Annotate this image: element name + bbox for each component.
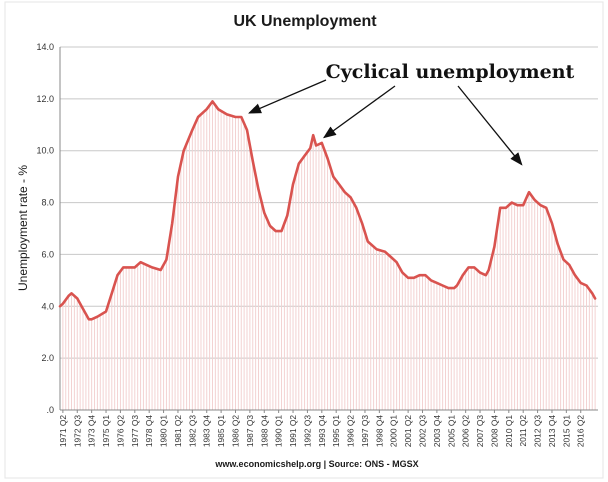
x-tick-label: 1978 Q4 — [144, 415, 154, 447]
x-tick-label: 1990 Q1 — [274, 415, 284, 447]
x-tick-label: 2003 Q4 — [432, 415, 442, 447]
x-tick-label: 1987 Q3 — [245, 415, 255, 447]
x-tick-label: 2011 Q2 — [518, 415, 528, 447]
annotation-arrow — [248, 79, 327, 114]
x-tick-label: 1998 Q4 — [374, 415, 384, 447]
x-tick-label: 1986 Q2 — [230, 415, 240, 447]
x-tick-label: 2007 Q3 — [475, 415, 485, 447]
x-tick-label: 2001 Q2 — [403, 415, 413, 447]
y-axis-label: Unemployment rate - % — [16, 165, 30, 291]
x-tick-label: 1992 Q3 — [302, 415, 312, 447]
x-tick-label: 2006 Q2 — [461, 415, 471, 447]
x-tick-label: 1991 Q2 — [288, 415, 298, 447]
series-layer — [58, 100, 597, 321]
chart-frame — [4, 1, 604, 479]
y-tick-label: 4.0 — [41, 301, 54, 311]
x-tick-label: 2002 Q3 — [418, 415, 428, 447]
x-tick-label: 2016 Q2 — [576, 415, 586, 447]
x-tick-label: 1983 Q4 — [202, 415, 212, 447]
x-tick-label: 2012 Q3 — [533, 415, 543, 447]
annotation-layer: Cyclical unemployment — [248, 61, 575, 166]
x-tick-label: 1996 Q2 — [346, 415, 356, 447]
source-note: www.economicshelp.org | Source: ONS - MG… — [214, 459, 418, 469]
x-tick-label: 1977 Q3 — [130, 415, 140, 447]
x-tick-label: 1993 Q4 — [317, 415, 327, 447]
area-hatch-fill — [60, 101, 596, 410]
x-tick-label: 1976 Q2 — [115, 415, 125, 447]
x-tick-label: 1985 Q1 — [216, 415, 226, 447]
x-tick-label: 2005 Q1 — [446, 415, 456, 447]
y-tick-label: 6.0 — [41, 249, 54, 259]
x-tick-label: 1997 Q3 — [360, 415, 370, 447]
x-tick-label: 2000 Q1 — [389, 415, 399, 447]
x-tick-label: 1982 Q3 — [187, 415, 197, 447]
x-tick-label: 1980 Q1 — [159, 415, 169, 447]
x-tick-label: 1995 Q1 — [331, 415, 341, 447]
x-tick-label: 1973 Q4 — [87, 415, 97, 447]
x-tick-label: 1972 Q3 — [72, 415, 82, 447]
annotation-arrow — [457, 85, 523, 166]
annotation-arrow — [323, 85, 396, 139]
annotation-text: Cyclical unemployment — [326, 61, 575, 83]
y-tick-label: .0 — [46, 405, 54, 415]
y-tick-label: 14.0 — [36, 42, 54, 52]
y-tick-label: 8.0 — [41, 198, 54, 208]
x-tick-label: 2010 Q1 — [504, 415, 514, 447]
unemployment-series-line — [58, 100, 597, 321]
x-tick-label: 2013 Q4 — [547, 415, 557, 447]
x-tick-label: 2015 Q1 — [561, 415, 571, 447]
y-tick-label: 12.0 — [36, 94, 54, 104]
y-axis-ticks: .0 2.0 4.0 6.0 8.0 10.0 12.0 14.0 — [36, 42, 54, 415]
axes — [59, 47, 598, 411]
x-tick-label: 1981 Q2 — [173, 415, 183, 447]
x-tick-label: 1975 Q1 — [101, 415, 111, 447]
y-tick-label: 10.0 — [36, 146, 54, 156]
y-tick-label: 2.0 — [41, 353, 54, 363]
x-tick-label: 1988 Q4 — [259, 415, 269, 447]
x-axis-ticks: 1971 Q2 1972 Q3 1973 Q4 1975 Q1 1976 Q2 1977 … — [58, 410, 586, 447]
x-tick-label: 2008 Q4 — [489, 415, 499, 447]
chart-title: UK Unemployment — [233, 13, 377, 30]
x-tick-label: 1971 Q2 — [58, 415, 68, 447]
